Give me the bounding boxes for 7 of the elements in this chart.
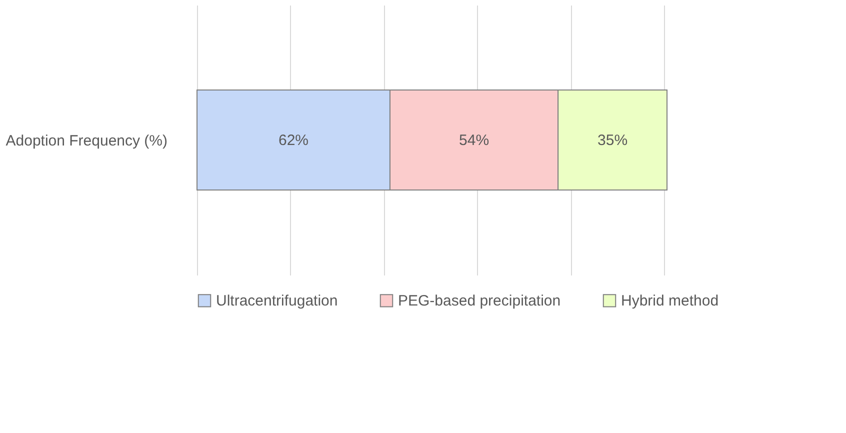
y-tick-label: Adoption Frequency (%) bbox=[6, 132, 168, 150]
data-label: 54% bbox=[459, 132, 490, 149]
data-label: 62% bbox=[278, 132, 309, 149]
data-label: 35% bbox=[598, 132, 628, 149]
legend-label: Ultracentrifugation bbox=[216, 292, 338, 310]
legend-label: PEG-based precipitation bbox=[398, 292, 561, 310]
legend-label: Hybrid method bbox=[621, 292, 719, 310]
